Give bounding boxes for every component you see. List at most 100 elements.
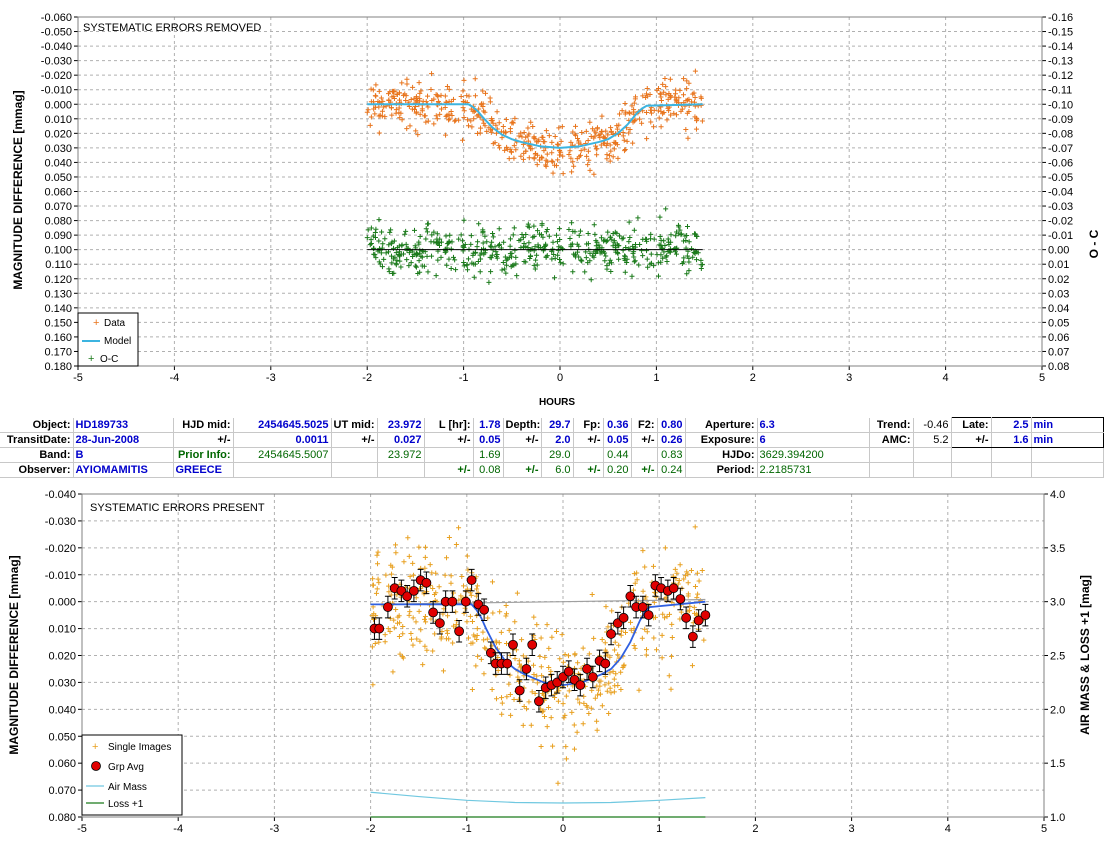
data-point [648, 107, 654, 113]
data-point [417, 111, 423, 117]
single-image-point [424, 647, 430, 653]
oc-point [635, 215, 641, 221]
single-image-point [553, 629, 559, 635]
data-point [386, 97, 392, 103]
data-point [525, 125, 531, 131]
data-point [681, 92, 687, 98]
data-point [627, 110, 633, 116]
oc-point [429, 253, 435, 259]
oc-point [692, 231, 698, 237]
data-point [425, 104, 431, 110]
oc-point [468, 233, 474, 239]
oc-point [443, 233, 449, 239]
oc-point [423, 236, 429, 242]
empty-cell [331, 447, 378, 463]
data-point [667, 93, 673, 99]
single-image-point [430, 648, 436, 654]
top-y-tick-labels: -0.060 -0.050 -0.040 -0.030 -0.020 -0.010 0.00… [41, 12, 72, 373]
single-image-point [385, 626, 391, 632]
data-point [586, 157, 592, 163]
single-image-point [391, 617, 397, 623]
single-image-point [374, 552, 380, 558]
x-tick-label: -1 [459, 372, 469, 384]
oc-point [558, 260, 564, 266]
data-point [528, 119, 534, 125]
data-point [607, 158, 613, 164]
data-point [471, 116, 477, 122]
prior-duration-err-value: 0.08 [473, 462, 504, 478]
grp-avg-point [600, 658, 611, 669]
single-image-point [557, 656, 563, 662]
data-point [616, 122, 622, 128]
empty-cell [573, 447, 604, 463]
depth-label: Depth: [503, 417, 542, 433]
oc-point [629, 273, 635, 279]
oc-point [614, 249, 620, 255]
single-image-point [369, 644, 375, 650]
oc-point [379, 264, 385, 270]
oc-point [601, 238, 607, 244]
single-image-point [602, 647, 608, 653]
x-tick-label: -2 [362, 372, 372, 384]
prior-depth-err-pm: +/- [503, 462, 542, 478]
oc-point [651, 263, 657, 269]
data-point [693, 126, 699, 132]
single-image-point [474, 626, 480, 632]
single-image-point [473, 663, 479, 669]
late-unit: min [1031, 417, 1104, 433]
single-image-point [376, 580, 382, 586]
grp-avg-point [421, 577, 432, 588]
single-image-point [514, 590, 520, 596]
duration-value: 1.78 [473, 417, 504, 433]
data-point [566, 152, 572, 158]
single-image-point [438, 634, 444, 640]
data-point [460, 137, 466, 143]
data-point [644, 109, 650, 115]
oc-point [538, 232, 544, 238]
single-image-point [387, 615, 393, 621]
y-tick-label: 0.000 [48, 597, 76, 609]
oc-point [664, 253, 670, 259]
data-point [507, 129, 513, 135]
oc-point [408, 260, 414, 266]
oc-point [438, 239, 444, 245]
single-image-point [422, 616, 428, 622]
y-tick-label: -0.010 [45, 570, 76, 582]
data-point [629, 103, 635, 109]
single-image-point [485, 615, 491, 621]
prior-info-label: Prior Info: [173, 447, 234, 463]
bottom-y2-tick-labels: 1.0 1.5 2.0 2.5 3.0 3.5 4.0 [1050, 489, 1065, 824]
data-point [546, 133, 552, 139]
data-point [655, 108, 661, 114]
data-point [692, 68, 698, 74]
oc-point [527, 253, 533, 259]
oc-point [471, 274, 477, 280]
data-point [431, 121, 437, 127]
bottom-legend-single-marker: + [92, 741, 98, 753]
oc-point [668, 232, 674, 238]
y-tick-label: -0.020 [41, 70, 72, 82]
single-image-point [375, 576, 381, 582]
oc-point [616, 256, 622, 262]
data-point [394, 91, 400, 97]
oc-point [681, 255, 687, 261]
single-image-point [666, 673, 672, 679]
single-image-point [618, 669, 624, 675]
data-point [622, 111, 628, 117]
single-image-point [503, 602, 509, 608]
period-value: 2.2185731 [757, 462, 870, 478]
data-point [647, 92, 653, 98]
single-image-point [599, 703, 605, 709]
single-image-point [386, 589, 392, 595]
late-err-value: 1.6 [991, 432, 1032, 448]
data-point [598, 128, 604, 134]
single-image-point [482, 645, 488, 651]
data-point [617, 111, 623, 117]
data-point [433, 92, 439, 98]
late-err-pm: +/- [950, 432, 992, 448]
data-point [603, 143, 609, 149]
single-image-point [393, 607, 399, 613]
oc-point [435, 240, 441, 246]
oc-point [546, 233, 552, 239]
x-tick-label: -4 [173, 823, 183, 835]
